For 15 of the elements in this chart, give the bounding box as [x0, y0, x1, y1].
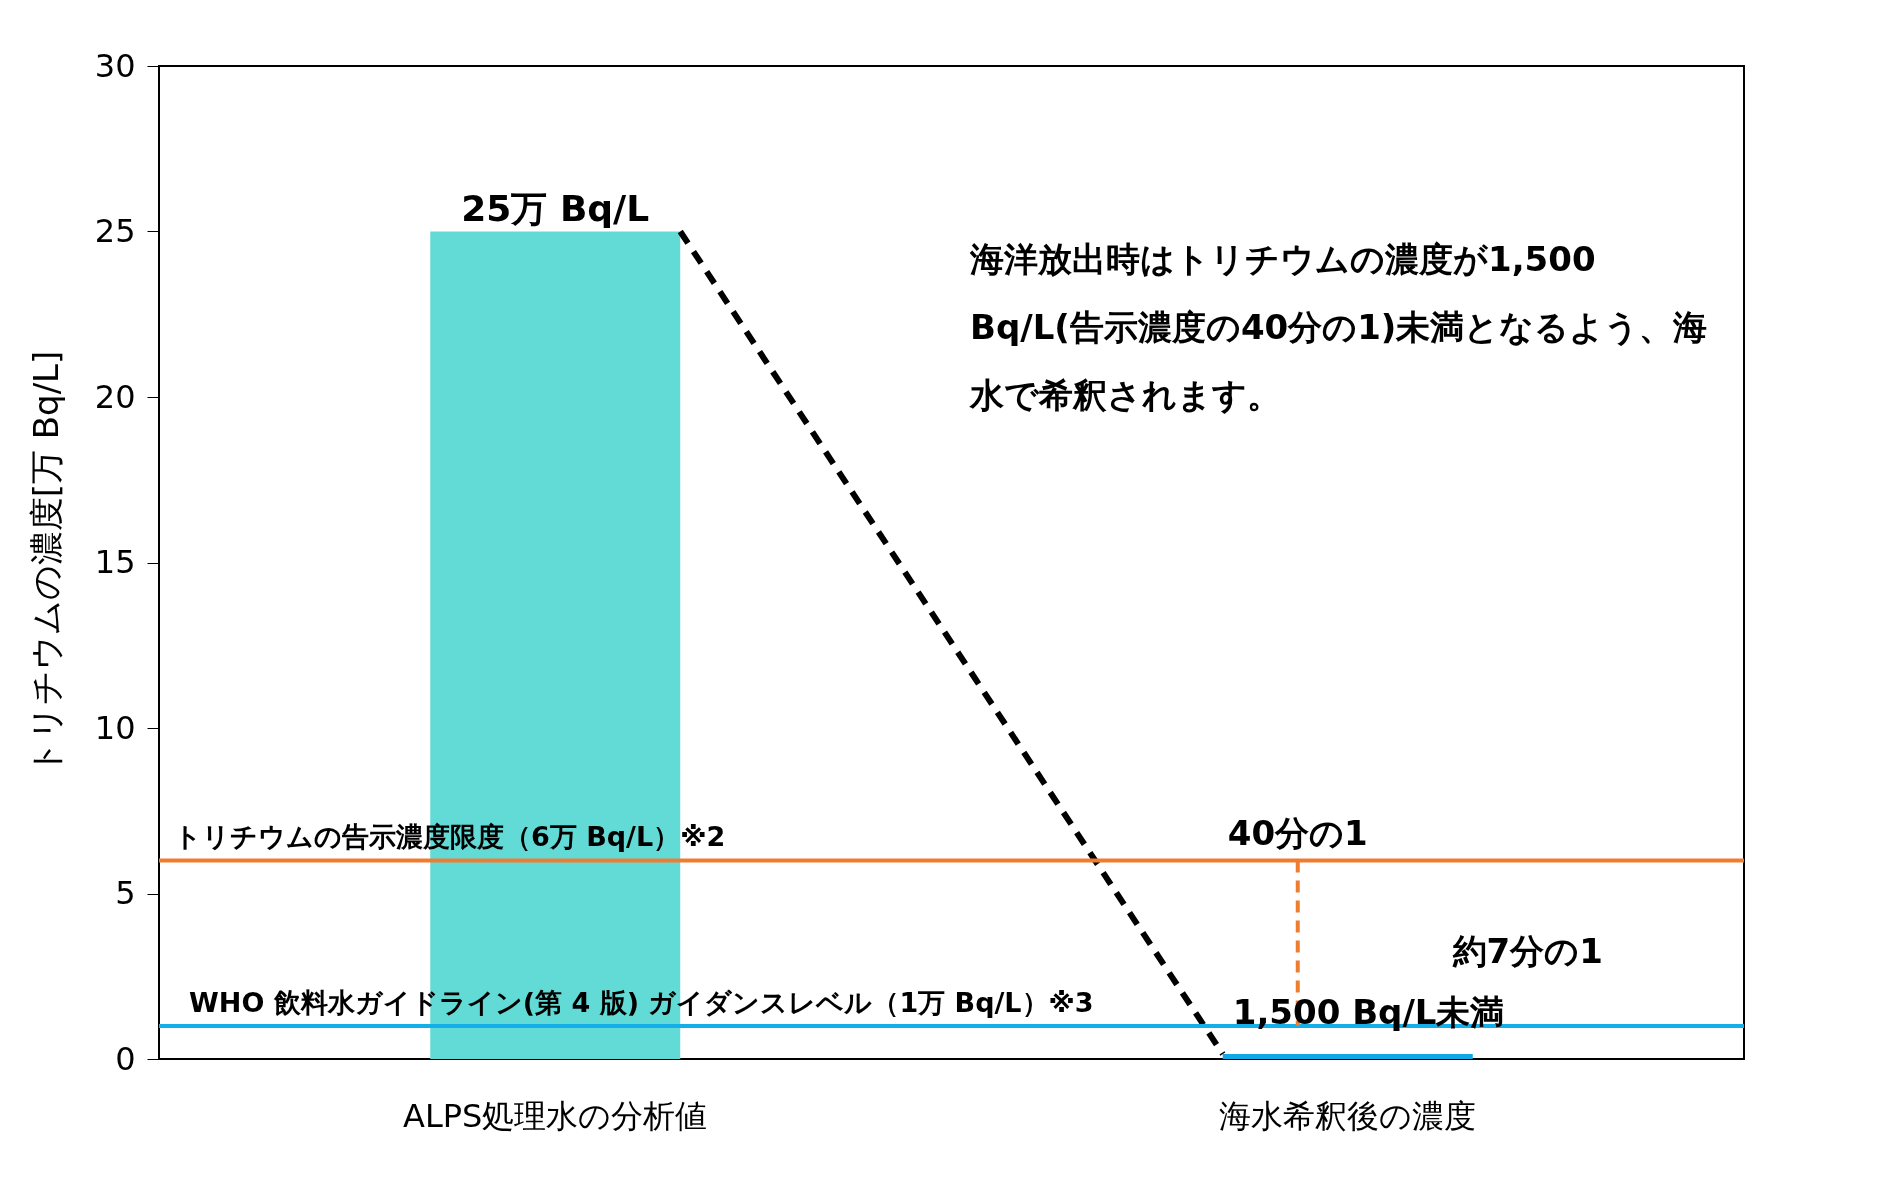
y-axis-title: トリチウムの濃度[万 Bq/L] [25, 350, 66, 776]
y-tick-label: 25 [94, 212, 136, 250]
y-tick-label: 20 [94, 377, 136, 416]
annotation: 1,500 Bq/L未満 [1232, 992, 1505, 1033]
annotation: 40分の1 [1227, 813, 1368, 854]
y-tick-label: 5 [115, 874, 136, 912]
x-tick-label: 海水希釈後の濃度 [1219, 1096, 1477, 1135]
y-tick-label: 15 [94, 543, 136, 581]
annotation: 海洋放出時はトリチウムの濃度が1,500 Bq/L(告示濃度の40分の1)未満となるよう、海水で希釈されます。 [970, 238, 1709, 417]
y-tick-label: 0 [115, 1039, 136, 1078]
x-tick-label: ALPS処理水の分析値 [403, 1096, 708, 1135]
y-tick-label: 10 [94, 708, 136, 747]
y-tick-label: 30 [94, 46, 136, 85]
annotation: 約7分の1 [1451, 931, 1603, 972]
data-label: 25万 Bq/L [461, 187, 650, 229]
